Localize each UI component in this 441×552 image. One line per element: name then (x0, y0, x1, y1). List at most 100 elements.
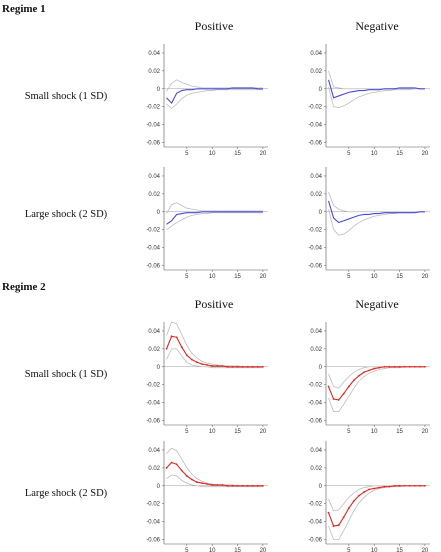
x-tick-label: 5 (185, 429, 189, 433)
response-point (363, 491, 365, 493)
response-point (236, 365, 239, 368)
regime-1-col-positive: Positive (194, 19, 234, 33)
y-tick-label: -0.02 (146, 383, 160, 389)
response-point (231, 484, 234, 487)
response-point (378, 486, 381, 489)
y-tick-label: 0.02 (310, 466, 322, 472)
y-tick-label: 0 (319, 87, 323, 93)
response-point (211, 483, 214, 486)
y-tick-label: 0.04 (148, 448, 160, 454)
y-tick-label: 0 (157, 484, 161, 490)
y-tick-label: 0.02 (310, 347, 322, 353)
x-tick-label: 15 (396, 429, 403, 433)
response-point (165, 347, 168, 350)
upper-band-line (328, 191, 425, 213)
chart-r1-neg-large: 0.04 0.02 0 -0.02 -0.04 -0.06 5 10 15 20 (308, 167, 430, 278)
y-tick-label: 0 (319, 210, 323, 216)
response-point (185, 475, 188, 477)
response-point (388, 365, 391, 368)
response-point (398, 484, 401, 487)
response-point (191, 478, 193, 481)
chart-r1-pos-large: 0.04 0.02 0 -0.02 -0.04 -0.06 5 10 15 20 (146, 167, 268, 278)
response-point (262, 484, 264, 487)
regime-1-title: Regime 1 (2, 3, 46, 15)
y-tick-label: -0.04 (146, 401, 160, 407)
response-point (175, 463, 178, 466)
x-tick-label: 5 (347, 429, 351, 433)
x-tick-label: 10 (371, 429, 378, 433)
response-point (347, 507, 350, 510)
regime-1-row-large: Large shock (2 SD) (24, 209, 108, 220)
y-tick-label: 0.04 (310, 448, 322, 454)
response-point (403, 365, 406, 368)
regime-2-title: Regime 2 (2, 281, 46, 293)
x-tick-label: 15 (396, 548, 403, 552)
response-point (337, 399, 340, 401)
y-tick-label: -0.02 (308, 105, 322, 111)
response-point (221, 483, 224, 486)
y-tick-label: -0.02 (308, 502, 322, 508)
y-tick-label: 0.04 (310, 174, 322, 180)
response-point (353, 500, 355, 502)
y-tick-label: 0 (319, 484, 323, 490)
response-line (166, 87, 263, 105)
chart-r1-pos-small: 0.04 0.02 0 -0.02 -0.04 -0.06 5 10 15 20 (146, 44, 268, 155)
x-tick-label: 5 (347, 548, 351, 552)
response-point (241, 484, 244, 487)
regime-2-col-positive: Positive (194, 297, 234, 311)
y-tick-label: -0.04 (146, 123, 160, 129)
y-tick-label: -0.04 (146, 246, 160, 252)
response-point (201, 482, 203, 484)
x-tick-label: 10 (209, 274, 216, 278)
x-tick-label: 15 (234, 429, 241, 433)
y-tick-label: -0.02 (308, 383, 322, 389)
response-point (378, 366, 381, 369)
x-tick-label: 20 (422, 274, 429, 278)
response-point (241, 365, 244, 368)
response-point (418, 365, 421, 368)
x-tick-label: 15 (234, 274, 241, 278)
y-tick-label: -0.06 (308, 419, 322, 425)
x-tick-label: 10 (209, 548, 216, 552)
y-tick-label: -0.06 (146, 538, 160, 544)
x-tick-label: 20 (260, 429, 267, 433)
y-tick-label: 0 (157, 365, 161, 371)
response-point (231, 365, 234, 368)
response-point (368, 369, 371, 372)
x-tick-label: 20 (422, 429, 429, 433)
response-point (165, 466, 168, 469)
y-tick-label: -0.02 (146, 228, 160, 234)
response-point (246, 484, 249, 487)
regime-2-row-large: Large shock (2 SD) (24, 488, 108, 499)
response-line (166, 335, 263, 368)
regime-1-col-negative: Negative (355, 19, 399, 33)
response-point (170, 461, 173, 464)
response-point (206, 364, 209, 366)
response-point (175, 336, 178, 339)
y-tick-label: -0.04 (146, 520, 160, 526)
chart-r2-neg-small: 0.04 0.02 0 -0.02 -0.04 -0.06 5 10 15 20 (308, 322, 430, 433)
response-point (262, 365, 264, 368)
chart-r2-pos-large: 0.04 0.02 0 -0.02 -0.04 -0.06 5 10 15 20 (146, 441, 268, 552)
response-point (201, 363, 203, 365)
response-line (166, 461, 263, 487)
x-tick-label: 20 (422, 151, 429, 155)
response-point (226, 484, 229, 487)
x-tick-label: 10 (371, 548, 378, 552)
y-tick-label: 0.04 (310, 51, 322, 57)
lower-band-line (328, 366, 425, 412)
chart-r2-neg-large: 0.04 0.02 0 -0.02 -0.04 -0.06 5 10 15 20 (308, 441, 430, 552)
response-point (413, 484, 416, 487)
x-tick-label: 5 (347, 151, 351, 155)
response-point (196, 481, 198, 484)
lower-band-line (328, 485, 425, 540)
y-tick-label: 0.04 (148, 51, 160, 57)
response-point (256, 365, 259, 368)
response-point (393, 484, 396, 487)
response-point (251, 484, 254, 487)
upper-band-line (166, 321, 263, 368)
y-tick-label: 0.04 (148, 174, 160, 180)
y-tick-label: -0.04 (308, 520, 322, 526)
x-tick-label: 10 (371, 274, 378, 278)
y-tick-label: 0.04 (148, 329, 160, 335)
